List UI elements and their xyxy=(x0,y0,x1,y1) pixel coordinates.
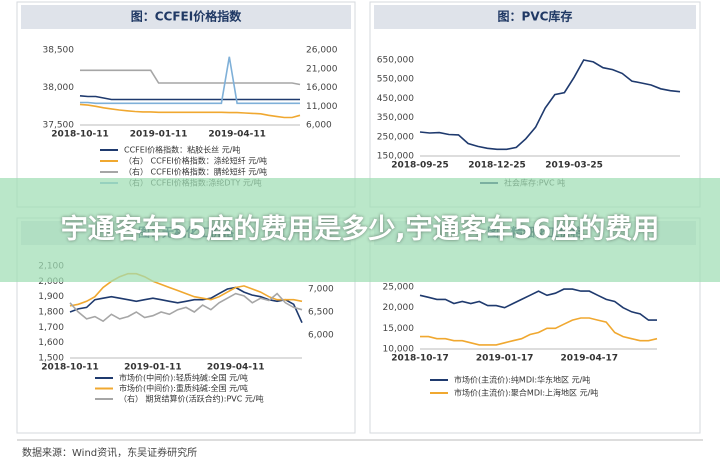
y-tick-label: 150,000 xyxy=(377,152,414,162)
x-tick-label: 2019-01-17 xyxy=(476,354,534,364)
x-tick-label: 2018-10-11 xyxy=(51,130,109,140)
y-tick-label: 10,000 xyxy=(383,345,415,355)
y-tick-label: 1,500 xyxy=(38,354,64,364)
y-tick-label: 38,000 xyxy=(43,83,75,93)
y-tick-label: 1,800 xyxy=(38,308,64,318)
legend-label: （右） 期货结算价(活跃合约):PVC 元/吨 xyxy=(119,394,264,404)
y2-tick-label: 26,000 xyxy=(306,46,338,56)
x-tick-label: 2019-04-11 xyxy=(207,363,265,373)
series-line xyxy=(79,95,300,101)
x-tick-label: 2018-10-17 xyxy=(391,354,449,364)
y2-tick-label: 21,000 xyxy=(306,64,338,74)
y-tick-label: 650,000 xyxy=(377,56,414,66)
y2-tick-label: 16,000 xyxy=(306,83,338,93)
series-line xyxy=(79,103,301,119)
y2-tick-label: 6,500 xyxy=(308,308,334,318)
x-tick-label: 2019-03-25 xyxy=(545,161,603,171)
y-tick-label: 1,900 xyxy=(38,292,64,302)
y-tick-label: 38,500 xyxy=(43,46,75,56)
x-tick-label: 2018-09-25 xyxy=(391,161,449,171)
legend-label: 市场价(中间价):重质纯碱:全国 元/吨 xyxy=(119,383,248,393)
y-tick-label: 450,000 xyxy=(377,94,414,104)
x-tick-label: 2019-04-11 xyxy=(208,130,266,140)
chart-title: 图：CCFEI价格指数 xyxy=(131,9,242,24)
y-tick-label: 15,000 xyxy=(383,324,415,334)
series-line xyxy=(419,288,657,321)
x-tick-label: 2018-12-25 xyxy=(468,161,526,171)
banner: 宇通客车55座的费用是多少,宇通客车56座的费用 xyxy=(0,178,720,282)
series-line xyxy=(80,69,301,86)
y-tick-label: 20,000 xyxy=(383,303,415,313)
banner-title: 宇通客车55座的费用是多少,宇通客车56座的费用 xyxy=(60,214,660,245)
panel xyxy=(369,1,701,208)
y2-tick-label: 6,000 xyxy=(308,331,334,341)
series-line xyxy=(69,286,303,324)
series-line xyxy=(419,59,681,151)
series-line xyxy=(420,317,658,346)
x-tick-label: 2019-01-11 xyxy=(130,130,188,140)
series-line xyxy=(69,272,303,307)
legend-label: CCFEI价格指数：粘胶长丝 元/吨 xyxy=(124,145,240,155)
y2-tick-label: 6,000 xyxy=(306,121,332,131)
panel-header xyxy=(21,5,351,29)
legend-label: （右） CCFEI价格指数：涤纶短纤 元/吨 xyxy=(124,156,267,166)
y-tick-label: 1,700 xyxy=(38,323,64,333)
series-line xyxy=(80,56,300,105)
x-tick-label: 2019-04-17 xyxy=(560,354,618,364)
y2-tick-label: 7,000 xyxy=(308,285,334,295)
y-tick-label: 25,000 xyxy=(383,283,415,293)
y-tick-label: 550,000 xyxy=(377,75,414,85)
legend-label: 市场价(主流价):纯MDI:华东地区 元/吨 xyxy=(454,375,590,385)
y2-tick-label: 11,000 xyxy=(306,102,338,112)
y-tick-label: 350,000 xyxy=(377,113,414,123)
y-tick-label: 1,600 xyxy=(38,338,64,348)
chart-title: 图：PVC库存 xyxy=(498,9,573,24)
series-line xyxy=(69,292,303,323)
y-tick-label: 250,000 xyxy=(377,132,414,142)
y-tick-label: 37,500 xyxy=(43,121,75,131)
panel-header xyxy=(374,5,696,29)
legend-label: （右） CCFEI价格指数：腈纶短纤 元/吨 xyxy=(124,167,267,177)
legend-label: 市场价(主流价):聚合MDI:上海地区 元/吨 xyxy=(454,388,598,398)
source: 数据来源：Wind资讯，东吴证券研究所 xyxy=(22,446,197,459)
legend-label: 市场价(中间价):轻质纯碱:全国 元/吨 xyxy=(119,373,248,383)
x-tick-label: 2018-10-11 xyxy=(41,363,99,373)
x-tick-label: 2019-01-11 xyxy=(124,363,182,373)
